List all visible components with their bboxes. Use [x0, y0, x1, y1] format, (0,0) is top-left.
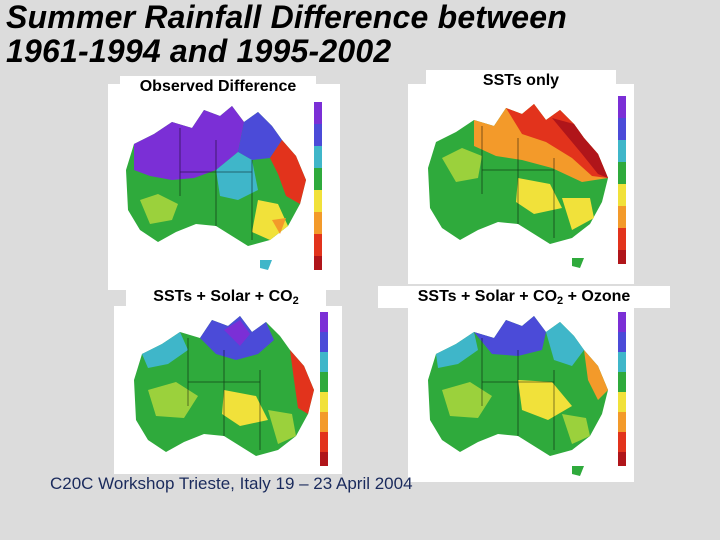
workshop-footer: C20C Workshop Trieste, Italy 19 – 23 Apr…	[50, 474, 413, 493]
australia-rainfall-map-ssts-only	[408, 84, 634, 284]
slide-title: Summer Rainfall Difference between 1961-…	[6, 0, 718, 68]
australia-rainfall-map-observed	[108, 84, 340, 290]
slide-title-line-2: 1961-1994 and 1995-2002	[6, 33, 392, 69]
map-panel-ssts-solar-co2-ozone	[408, 306, 634, 482]
panel-label-ssts-only: SSTs only	[426, 70, 616, 92]
slide-title-line-1: Summer Rainfall Difference between	[6, 0, 568, 35]
panel-label-ssts-solar-co2-ozone: SSTs + Solar + CO2 + Ozone	[378, 286, 670, 308]
map-panel-ssts-solar-co2	[114, 306, 342, 474]
map-panel-observed	[108, 84, 340, 290]
australia-rainfall-map-ssts-solar-co2	[114, 306, 342, 474]
australia-rainfall-map-ssts-solar-co2-ozone	[408, 306, 634, 482]
panel-label-observed: Observed Difference	[120, 76, 316, 98]
panel-label-ssts-solar-co2: SSTs + Solar + CO2	[126, 286, 326, 308]
map-panel-ssts-only	[408, 84, 634, 284]
